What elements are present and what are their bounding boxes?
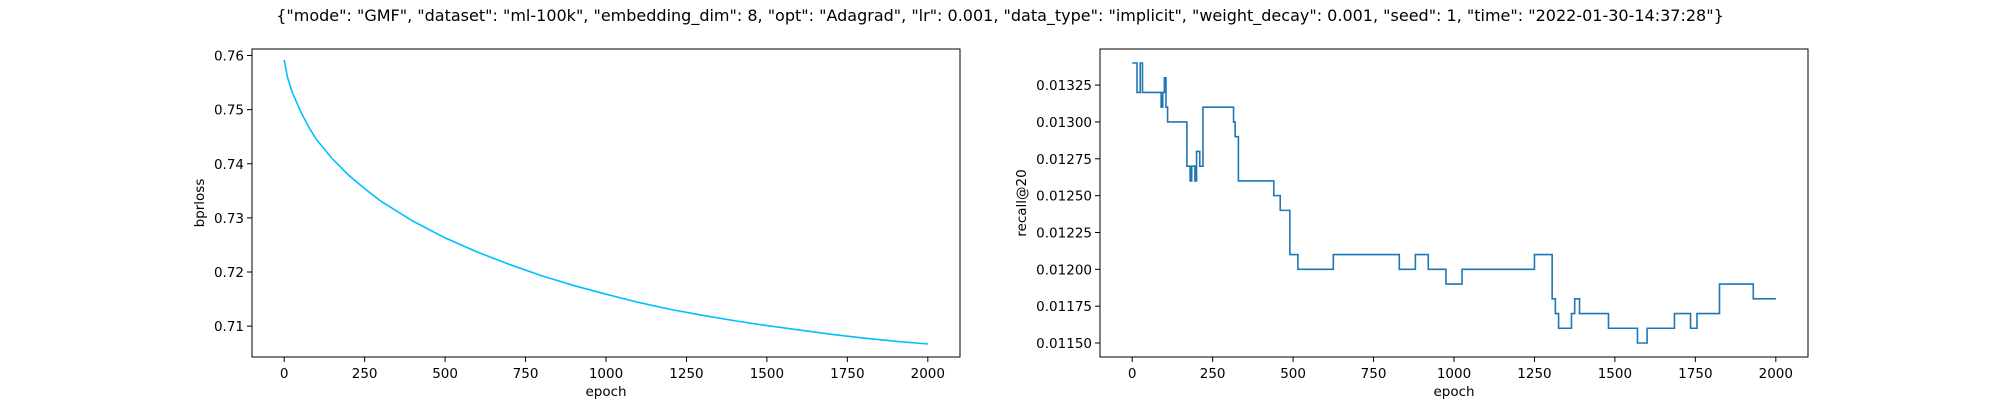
loss-chart-xticks: 0 250 500 750 1000 1250 1500 1750 2000 (280, 357, 945, 382)
loss-chart-xlabel: epoch (585, 384, 626, 400)
loss-chart-xtick-label: 1250 (669, 366, 703, 382)
recall-chart-xtick-label: 1500 (1598, 366, 1632, 382)
loss-chart-line (283, 59, 928, 345)
loss-chart-xtick-label: 2000 (911, 366, 945, 382)
loss-chart-ylabel: bprloss (192, 179, 208, 228)
recall-chart-xlabel: epoch (1433, 384, 1474, 400)
recall-chart-ytick-label: 0.01325 (1036, 78, 1092, 94)
recall-chart-ylabel: recall@20 (1014, 169, 1030, 236)
loss-chart-xtick-label: 250 (352, 366, 378, 382)
loss-chart-ytick-label: 0.72 (214, 265, 244, 281)
recall-chart-xtick-label: 1000 (1437, 366, 1471, 382)
recall-chart-xtick-label: 0 (1128, 366, 1137, 382)
recall-chart-xtick-label: 1250 (1517, 366, 1551, 382)
recall-chart-xticks: 0 250 500 750 1000 1250 1500 1750 2000 (1128, 357, 1793, 382)
loss-chart-ytick-label: 0.73 (214, 211, 244, 227)
recall-chart-ytick-label: 0.01175 (1036, 299, 1092, 315)
recall-chart-xtick-label: 750 (1361, 366, 1387, 382)
recall-chart-ytick-label: 0.01225 (1036, 225, 1092, 241)
loss-chart-ytick-label: 0.76 (214, 48, 244, 64)
loss-chart: 0 250 500 750 1000 1250 1500 1750 2000 0.710.720… (192, 48, 961, 400)
loss-chart-xtick-label: 0 (280, 366, 289, 382)
recall-chart-line (1132, 62, 1776, 344)
figure-title: {"mode": "GMF", "dataset": "ml-100k", "e… (276, 6, 1724, 26)
recall-chart-xtick-label: 2000 (1759, 366, 1793, 382)
loss-chart-ytick-label: 0.71 (214, 319, 244, 335)
loss-chart-xtick-label: 1000 (589, 366, 623, 382)
recall-chart-frame (1099, 48, 1809, 358)
recall-chart-ytick-label: 0.01275 (1036, 152, 1092, 168)
loss-chart-ytick-label: 0.75 (214, 103, 244, 119)
recall-chart-ytick-label: 0.01300 (1036, 115, 1092, 131)
loss-chart-xtick-label: 1750 (830, 366, 864, 382)
recall-chart-ytick-label: 0.01200 (1036, 262, 1092, 278)
recall-chart-ytick-label: 0.01250 (1036, 189, 1092, 205)
recall-chart-ytick-label: 0.01150 (1036, 336, 1092, 352)
loss-chart-xtick-label: 750 (513, 366, 539, 382)
recall-chart-xtick-label: 1750 (1678, 366, 1712, 382)
recall-chart: 0 250 500 750 1000 1250 1500 1750 2000 0.011500.… (1014, 48, 1809, 400)
recall-chart-yticks: 0.01150 0.01175 0.01200 0.01225 0.01250 0.012… (1036, 78, 1100, 352)
loss-chart-frame (251, 48, 961, 358)
loss-chart-ytick-label: 0.74 (214, 157, 244, 173)
loss-chart-xtick-label: 1500 (750, 366, 784, 382)
loss-chart-xtick-label: 500 (432, 366, 458, 382)
loss-chart-yticks: 0.71 0.72 0.73 0.74 0.75 0.76 (214, 48, 252, 335)
recall-chart-xtick-label: 500 (1280, 366, 1306, 382)
recall-chart-xtick-label: 250 (1200, 366, 1226, 382)
